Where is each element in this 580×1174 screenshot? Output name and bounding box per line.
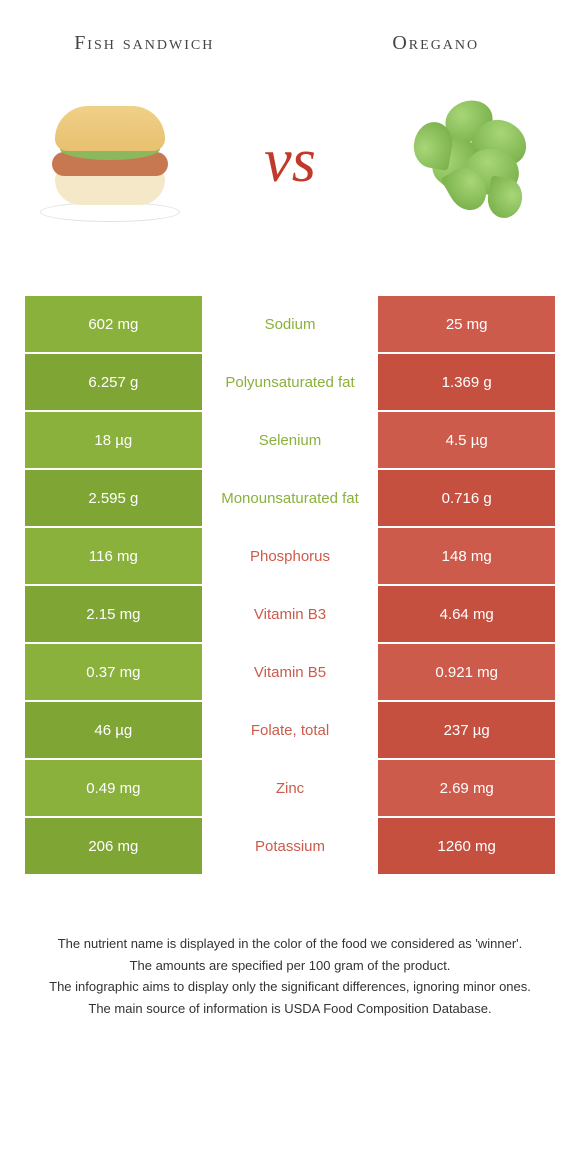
table-row: 2.15 mgVitamin B34.64 mg — [25, 586, 555, 642]
vs-label: vs — [264, 126, 316, 197]
nutrient-value-left: 2.595 g — [25, 470, 202, 526]
nutrient-value-left: 46 µg — [25, 702, 202, 758]
nutrient-label: Zinc — [202, 760, 379, 816]
food-title-right: Oregano — [317, 30, 556, 56]
nutrient-value-left: 602 mg — [25, 296, 202, 352]
nutrient-value-right: 1260 mg — [378, 818, 555, 874]
nutrient-label: Folate, total — [202, 702, 379, 758]
nutrient-value-right: 4.5 µg — [378, 412, 555, 468]
nutrient-label: Vitamin B3 — [202, 586, 379, 642]
table-row: 6.257 gPolyunsaturated fat1.369 g — [25, 354, 555, 410]
nutrient-label: Vitamin B5 — [202, 644, 379, 700]
nutrient-value-left: 18 µg — [25, 412, 202, 468]
table-row: 0.49 mgZinc2.69 mg — [25, 760, 555, 816]
food-image-right — [385, 76, 555, 246]
nutrient-value-left: 6.257 g — [25, 354, 202, 410]
nutrient-label: Phosphorus — [202, 528, 379, 584]
table-row: 116 mgPhosphorus148 mg — [25, 528, 555, 584]
table-row: 206 mgPotassium1260 mg — [25, 818, 555, 874]
footer-line: The amounts are specified per 100 gram o… — [35, 956, 545, 976]
nutrient-table: 602 mgSodium25 mg6.257 gPolyunsaturated … — [25, 296, 555, 874]
nutrient-value-right: 0.921 mg — [378, 644, 555, 700]
nutrient-value-right: 148 mg — [378, 528, 555, 584]
nutrient-value-left: 206 mg — [25, 818, 202, 874]
nutrient-value-right: 237 µg — [378, 702, 555, 758]
nutrient-value-left: 0.37 mg — [25, 644, 202, 700]
infographic-container: Fish sandwich Oregano vs — [0, 0, 580, 1040]
table-row: 2.595 gMonounsaturated fat0.716 g — [25, 470, 555, 526]
table-row: 46 µgFolate, total237 µg — [25, 702, 555, 758]
nutrient-value-left: 0.49 mg — [25, 760, 202, 816]
table-row: 0.37 mgVitamin B50.921 mg — [25, 644, 555, 700]
sandwich-illustration — [40, 106, 180, 216]
nutrient-value-right: 1.369 g — [378, 354, 555, 410]
table-row: 602 mgSodium25 mg — [25, 296, 555, 352]
nutrient-label: Sodium — [202, 296, 379, 352]
footer-notes: The nutrient name is displayed in the co… — [25, 934, 555, 1018]
nutrient-value-left: 116 mg — [25, 528, 202, 584]
nutrient-value-left: 2.15 mg — [25, 586, 202, 642]
food-image-left — [25, 76, 195, 246]
footer-line: The main source of information is USDA F… — [35, 999, 545, 1019]
footer-line: The infographic aims to display only the… — [35, 977, 545, 997]
nutrient-value-right: 2.69 mg — [378, 760, 555, 816]
nutrient-label: Polyunsaturated fat — [202, 354, 379, 410]
nutrient-value-right: 0.716 g — [378, 470, 555, 526]
nutrient-label: Potassium — [202, 818, 379, 874]
food-title-left: Fish sandwich — [25, 30, 264, 56]
nutrient-value-right: 25 mg — [378, 296, 555, 352]
title-row: Fish sandwich Oregano — [25, 30, 555, 56]
footer-line: The nutrient name is displayed in the co… — [35, 934, 545, 954]
oregano-illustration — [390, 91, 550, 231]
nutrient-label: Selenium — [202, 412, 379, 468]
nutrient-value-right: 4.64 mg — [378, 586, 555, 642]
hero-row: vs — [25, 76, 555, 246]
table-row: 18 µgSelenium4.5 µg — [25, 412, 555, 468]
nutrient-label: Monounsaturated fat — [202, 470, 379, 526]
